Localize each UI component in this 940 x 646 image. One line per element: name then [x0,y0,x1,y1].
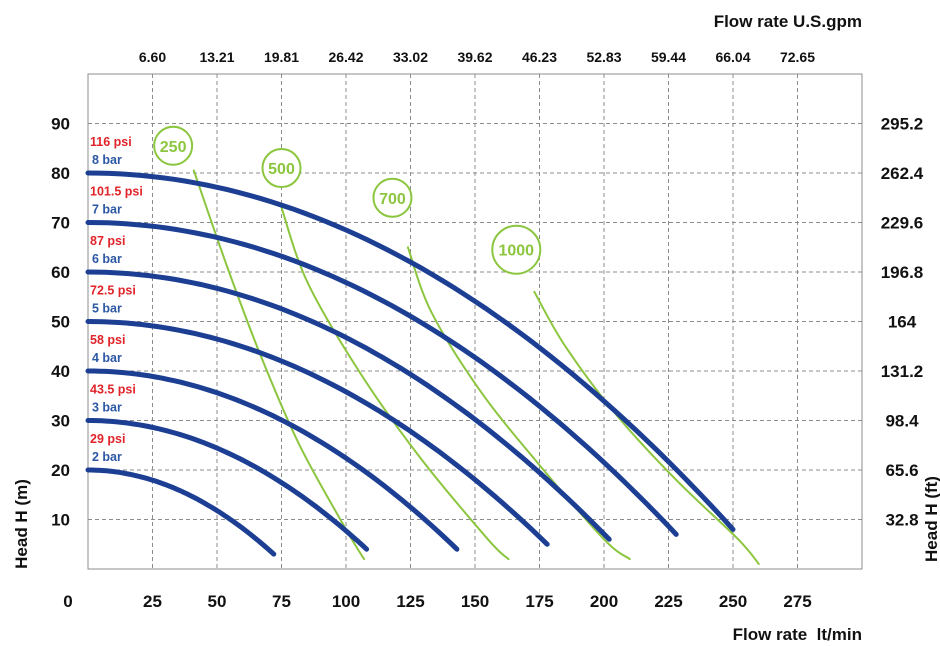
y-tick-label: 90 [51,115,70,134]
x2-tick-label: 72.65 [780,49,815,65]
x2-tick-label: 66.04 [715,49,750,65]
x-tick-label: 50 [208,592,227,611]
x-tick-label: 175 [525,592,553,611]
bar-label: 7 bar [92,203,122,217]
y2-tick-label: 196.8 [881,263,924,282]
pressure-curve [85,467,277,557]
air-label-circle [491,224,542,275]
bar-label: 4 bar [92,351,122,365]
air-label-text: 700 [379,191,406,208]
air-consumption-labels: 250 500 700 1000 [153,125,542,275]
x2-tick-label: 19.81 [264,49,299,65]
pressure-curve [85,319,550,547]
y-tick-label: 60 [51,263,70,282]
y-tick-label: 30 [51,412,70,431]
air-curve-500 [280,206,510,561]
x2-tick-label: 26.42 [328,49,363,65]
air-label-text: 1000 [498,243,534,260]
pressure-curve [85,220,679,537]
x2-tick-label: 33.02 [393,49,428,65]
y-tick-label: 40 [51,362,70,381]
y-tick-label: 10 [51,511,70,530]
bar-label: 6 bar [92,252,122,266]
pressure-curve [85,170,736,532]
y2-axis-title: Head H (ft) [922,476,940,562]
air-curve-700 [406,246,631,561]
x-tick-label: 275 [783,592,811,611]
psi-label: 101.5 psi [90,185,143,199]
air-label-circle [261,148,302,189]
psi-label: 58 psi [90,333,125,347]
bar-label: 3 bar [92,401,122,415]
psi-label: 43.5 psi [90,383,136,397]
pressure-curve [85,269,612,542]
x-tick-label: 75 [272,592,291,611]
x-tick-label: 225 [654,592,682,611]
psi-label: 72.5 psi [90,284,136,298]
y2-tick-label: 262.4 [881,164,924,183]
pressure-curve [85,368,460,552]
bar-label: 2 bar [92,450,122,464]
y-axis-title: Head H (m) [12,479,31,569]
air-label-text: 250 [160,139,187,156]
air-label-circle [372,177,413,218]
x-axis-title: Flow rate lt/min [733,625,862,644]
bar-label: 5 bar [92,302,122,316]
x2-tick-label: 6.60 [139,49,166,65]
x-tick-label: 100 [332,592,360,611]
y-tick-label: 80 [51,164,70,183]
bar-label: 8 bar [92,153,122,167]
y2-tick-label: 164 [888,313,917,332]
x2-axis-title: Flow rate U.S.gpm [714,12,862,31]
x2-tick-label: 13.21 [199,49,234,65]
x-tick-label: 125 [396,592,424,611]
y2-tick-label: 32.8 [885,511,918,530]
x-axis-ticks: 0 25 50 75 100 125 150 175 200 225 250 275 [63,592,811,611]
y2-tick-label: 295.2 [881,115,924,134]
y-tick-label: 70 [51,214,70,233]
x-tick-label: 200 [590,592,618,611]
y2-tick-label: 65.6 [885,461,918,480]
psi-label: 29 psi [90,432,125,446]
x-tick-label: 0 [63,592,72,611]
x2-tick-label: 52.83 [586,49,621,65]
y-tick-label: 20 [51,461,70,480]
air-label-circle [153,125,194,166]
x-tick-label: 25 [143,592,162,611]
pressure-curve [85,418,370,552]
x2-tick-label: 59.44 [651,49,686,65]
y-tick-label: 50 [51,313,70,332]
y2-tick-label: 229.6 [881,214,924,233]
x2-tick-label: 46.23 [522,49,557,65]
x2-tick-label: 39.62 [457,49,492,65]
psi-label: 87 psi [90,234,125,248]
y2-axis-ticks: 32.8 65.6 98.4 131.2 164 196.8 229.6 262.4 295.2 [881,115,924,530]
air-curve-1000 [533,290,760,565]
pressure-labels: 2 bar 29 psi 3 bar 43.5 psi 4 bar 58 psi 5 bar… [90,135,143,464]
y2-tick-label: 98.4 [885,412,919,431]
x-tick-label: 150 [461,592,489,611]
y2-tick-label: 131.2 [881,362,924,381]
psi-label: 116 psi [90,135,132,149]
pressure-curves [85,170,736,557]
grid [88,74,862,569]
air-label-text: 500 [268,161,295,178]
x-tick-label: 250 [719,592,747,611]
y-axis-ticks: 10 20 30 40 50 60 70 80 90 [51,115,70,530]
x2-axis-ticks: 6.60 13.21 19.81 26.42 33.02 39.62 46.23 52.83 5… [139,49,815,65]
